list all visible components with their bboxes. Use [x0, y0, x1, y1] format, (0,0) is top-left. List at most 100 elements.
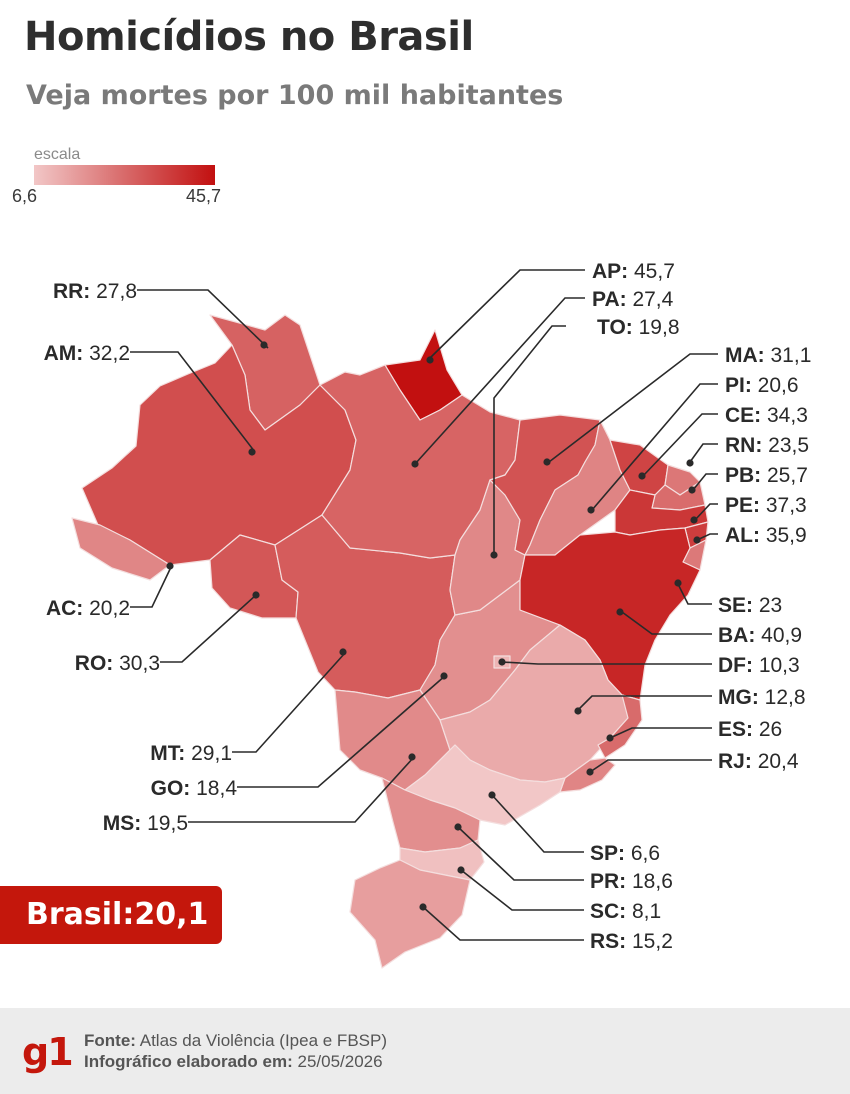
state-label-to: TO: 19,8 — [597, 316, 680, 339]
national-rate-badge: Brasil:20,1 — [0, 886, 222, 944]
leader-dot-am — [248, 448, 256, 456]
state-labels: RR: 27,8 AM: 32,2 AC: 20,2 RO: 30,3 MT: 29,1… — [44, 260, 812, 953]
state-value-es: 26 — [759, 718, 782, 741]
leader-line-se — [677, 583, 712, 605]
state-value-sc: 8,1 — [632, 900, 661, 923]
leader-line-pi — [591, 383, 718, 511]
leader-dot-rs — [419, 903, 427, 911]
leader-line-ba — [621, 611, 712, 635]
state-code-al: AL: — [725, 524, 766, 547]
leader-line-ms — [188, 756, 415, 823]
state-code-ap: AP: — [592, 260, 634, 283]
leader-line-rj — [589, 759, 712, 773]
state-code-go: GO: — [151, 777, 197, 800]
leader-dot-se — [674, 579, 682, 587]
state-label-ba: BA: 40,9 — [718, 624, 802, 647]
page-title: Homicídios no Brasil — [24, 14, 474, 60]
state-label-ac: AC: 20,2 — [46, 597, 130, 620]
state-value-pr: 18,6 — [632, 870, 673, 893]
leader-line-pb — [692, 473, 718, 491]
state-label-al: AL: 35,9 — [725, 524, 807, 547]
state-label-mt: MT: 29,1 — [150, 742, 232, 765]
leader-line-pr — [457, 826, 584, 881]
leader-lines — [130, 269, 718, 941]
scale-max-label: 45,7 — [186, 186, 222, 206]
state-value-df: 10,3 — [759, 654, 800, 677]
state-value-am: 32,2 — [89, 342, 130, 365]
leader-dot-pb — [688, 486, 696, 494]
source-block: Fonte: Atlas da Violência (Ipea e FBSP) … — [84, 1030, 387, 1072]
state-code-pe: PE: — [725, 494, 766, 517]
leader-dot-rj — [586, 768, 594, 776]
state-code-to: TO: — [597, 316, 639, 339]
leader-dot-ro — [252, 591, 260, 599]
state-code-ac: AC: — [46, 597, 89, 620]
state-label-sp: SP: 6,6 — [590, 842, 660, 865]
state-label-mg: MG: 12,8 — [718, 686, 806, 709]
state-code-sc: SC: — [590, 900, 632, 923]
leader-dot-ms — [408, 753, 416, 761]
state-value-sp: 6,6 — [631, 842, 660, 865]
state-value-rn: 23,5 — [768, 434, 809, 457]
state-code-pb: PB: — [725, 464, 767, 487]
state-code-pi: PI: — [725, 374, 758, 397]
leader-dot-sc — [457, 866, 465, 874]
leader-dot-sp — [488, 791, 496, 799]
leader-dot-ma — [543, 458, 551, 466]
state-label-es: ES: 26 — [718, 718, 782, 741]
leader-dot-ba — [616, 608, 624, 616]
leader-dot-pa — [411, 460, 419, 468]
leader-dot-pe — [690, 516, 698, 524]
state-code-mg: MG: — [718, 686, 765, 709]
footer: g1 Fonte: Atlas da Violência (Ipea e FBS… — [0, 1008, 850, 1094]
leader-line-rs — [422, 906, 584, 941]
state-value-pi: 20,6 — [758, 374, 799, 397]
state-label-ap: AP: 45,7 — [592, 260, 675, 283]
state-label-go: GO: 18,4 — [151, 777, 238, 800]
state-label-pi: PI: 20,6 — [725, 374, 799, 397]
g1-logo: g1 — [22, 1030, 74, 1074]
leader-line-rr — [137, 289, 269, 349]
leader-line-ro — [160, 594, 257, 663]
state-value-mt: 29,1 — [191, 742, 232, 765]
state-code-mt: MT: — [150, 742, 191, 765]
state-value-ma: 31,1 — [771, 344, 812, 367]
source-text: Atlas da Violência (Ipea e FBSP) — [139, 1031, 387, 1050]
leader-line-df — [501, 661, 712, 665]
leader-line-ce — [642, 413, 718, 477]
state-value-ce: 34,3 — [767, 404, 808, 427]
state-label-ms: MS: 19,5 — [103, 812, 188, 835]
date-label: Infográfico elaborado em: — [84, 1052, 293, 1071]
state-label-pe: PE: 37,3 — [725, 494, 807, 517]
state-rj — [559, 757, 616, 793]
leader-dot-to — [490, 551, 498, 559]
state-value-mg: 12,8 — [765, 686, 806, 709]
leader-line-mt — [232, 652, 346, 753]
state-value-rr: 27,8 — [96, 280, 137, 303]
leader-line-al — [696, 533, 718, 541]
state-code-am: AM: — [44, 342, 90, 365]
leader-dot-al — [693, 536, 701, 544]
leader-dot-mt — [339, 648, 347, 656]
state-code-pa: PA: — [592, 288, 632, 311]
leader-line-sc — [460, 869, 584, 911]
leader-line-am — [130, 351, 256, 453]
state-value-go: 18,4 — [196, 777, 237, 800]
leader-dot-rn — [686, 459, 694, 467]
state-label-rn: RN: 23,5 — [725, 434, 809, 457]
leader-dot-ac — [166, 562, 174, 570]
leader-line-ac — [130, 564, 173, 608]
brazil-choropleth-map: RR: 27,8 AM: 32,2 AC: 20,2 RO: 30,3 MT: 29,1… — [44, 260, 812, 969]
national-rate-value: 20,1 — [134, 897, 209, 932]
state-value-ap: 45,7 — [634, 260, 675, 283]
state-code-df: DF: — [718, 654, 759, 677]
state-label-ce: CE: 34,3 — [725, 404, 808, 427]
state-code-ms: MS: — [103, 812, 147, 835]
leader-line-mg — [577, 695, 712, 711]
leader-dot-ce — [638, 472, 646, 480]
state-value-ba: 40,9 — [761, 624, 802, 647]
state-label-rj: RJ: 20,4 — [718, 750, 799, 773]
state-value-rj: 20,4 — [758, 750, 799, 773]
state-label-rs: RS: 15,2 — [590, 930, 673, 953]
leader-dot-go — [440, 672, 448, 680]
